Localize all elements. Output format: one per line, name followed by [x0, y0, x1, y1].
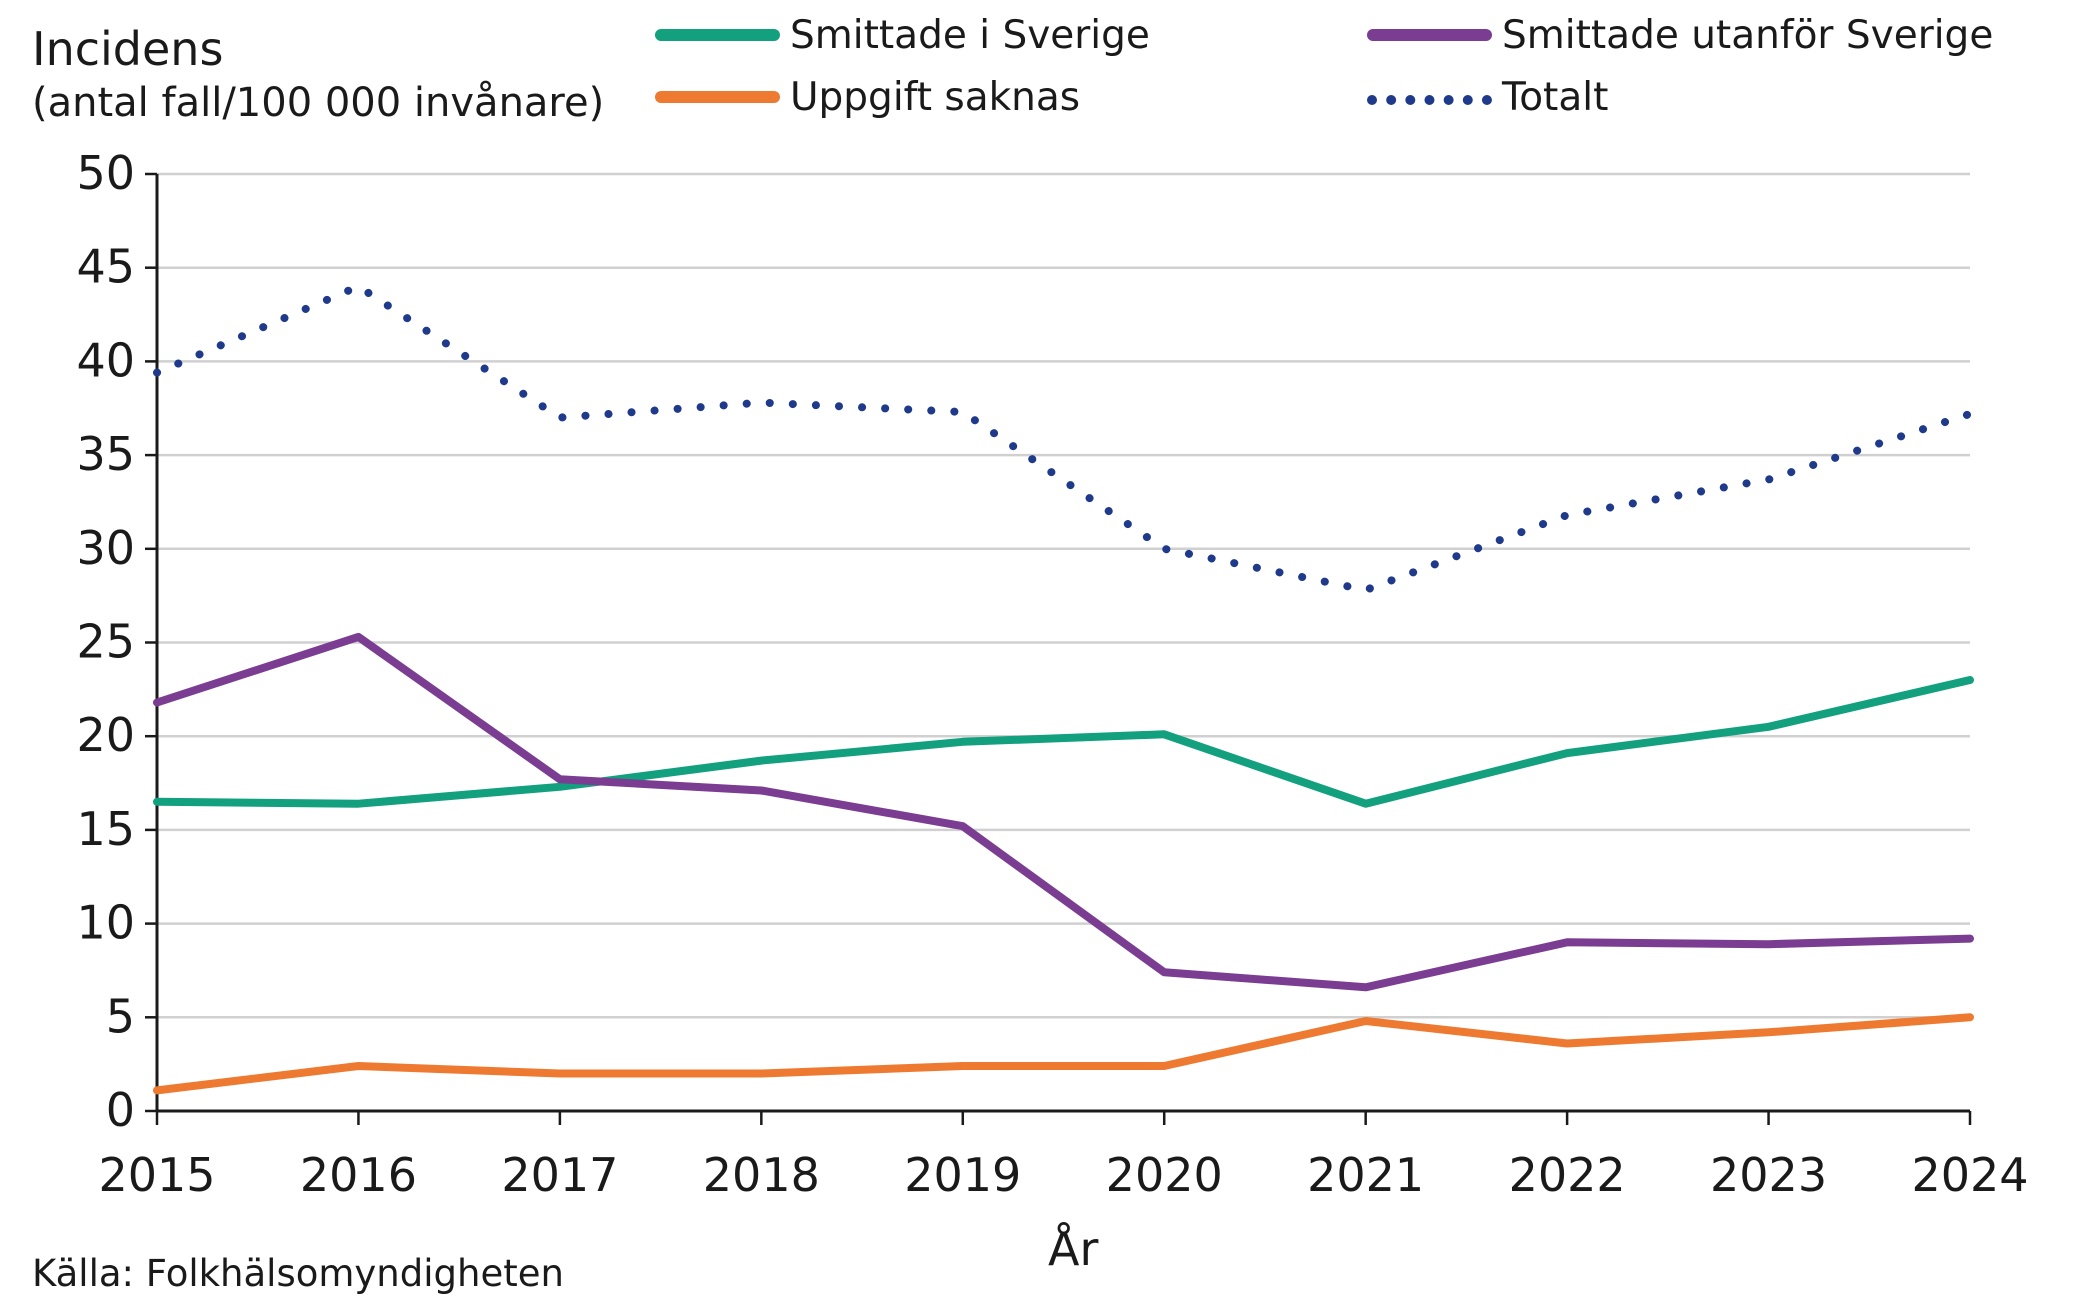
y-tick-label-45: 45	[76, 240, 135, 294]
x-tick-label-2019: 2019	[904, 1148, 1021, 1202]
data-point-1-2020	[1160, 968, 1168, 976]
series-line-2	[153, 1013, 1974, 1095]
data-point-0-2020	[1160, 730, 1168, 738]
data-point-2-2016	[354, 1062, 362, 1070]
data-point-2-2017	[556, 1070, 564, 1078]
data-point-2-2023	[1765, 1028, 1773, 1036]
y-tick-label-25: 25	[76, 615, 135, 669]
data-point-2-2019	[959, 1062, 967, 1070]
y-axis-title: Incidens	[32, 22, 224, 76]
y-tick-label-50: 50	[76, 146, 135, 200]
y-tick-label-20: 20	[76, 708, 135, 762]
data-point-1-2016	[354, 633, 362, 641]
legend-item-totalt: Totalt	[1367, 72, 1608, 122]
data-point-0-2017	[556, 783, 564, 791]
x-tick-label-2023: 2023	[1710, 1148, 1827, 1202]
legend-label: Smittade i Sverige	[790, 12, 1150, 58]
data-point-0-2022	[1563, 749, 1571, 757]
data-point-0-2015	[153, 798, 161, 806]
x-axis-title: År	[1048, 1222, 1099, 1276]
y-tick-label-15: 15	[76, 802, 135, 856]
data-point-3-2017	[556, 414, 564, 422]
legend-swatch	[655, 91, 780, 103]
source-note: Källa: Folkhälsomyndigheten	[32, 1252, 564, 1295]
data-point-3-2019	[959, 408, 967, 416]
legend-label: Uppgift saknas	[790, 74, 1081, 120]
x-tick-label-2022: 2022	[1509, 1148, 1626, 1202]
data-point-1-2021	[1362, 983, 1370, 991]
x-tick-labels: 2015 2016 2017 2018 2019 2020 2021 2022 2023 2024	[98, 1148, 2028, 1202]
data-point-0-2018	[757, 757, 765, 765]
data-point-2-2015	[153, 1086, 161, 1094]
data-point-3-2015	[153, 369, 161, 377]
data-point-2-2018	[757, 1070, 765, 1078]
y-tick-label-30: 30	[76, 521, 135, 575]
y-tick-label-5: 5	[106, 989, 135, 1043]
data-point-3-2023	[1765, 475, 1773, 483]
series-line-0	[153, 676, 1974, 808]
data-point-0-2024	[1966, 676, 1974, 684]
x-tick-label-2016: 2016	[300, 1148, 417, 1202]
legend-item-uppgift-saknas: Uppgift saknas	[655, 72, 1080, 122]
data-point-2-2024	[1966, 1013, 1974, 1021]
series-line-1	[153, 632, 1974, 992]
data-point-2-2020	[1160, 1062, 1168, 1070]
data-point-2-2022	[1563, 1040, 1571, 1048]
data-point-3-2021	[1362, 586, 1370, 594]
y-tick-label-10: 10	[76, 896, 135, 950]
data-point-1-2019	[959, 822, 967, 830]
data-point-3-2022	[1563, 511, 1571, 519]
x-tick-label-2024: 2024	[1911, 1148, 2028, 1202]
y-tick-label-35: 35	[76, 427, 135, 481]
data-point-0-2021	[1362, 800, 1370, 808]
axes	[145, 172, 1972, 1125]
data-point-0-2019	[959, 738, 967, 746]
legend-item-smittade-utanfor-sverige: Smittade utanför Sverige	[1367, 10, 1993, 60]
data-point-0-2023	[1765, 723, 1773, 731]
legend-label: Smittade utanför Sverige	[1502, 12, 1994, 58]
data-point-3-2024	[1966, 410, 1974, 418]
data-point-3-2018	[757, 399, 765, 407]
gridlines	[157, 172, 1970, 1019]
legend-item-smittade-i-sverige: Smittade i Sverige	[655, 10, 1150, 60]
x-tick-label-2015: 2015	[98, 1148, 215, 1202]
data-point-1-2015	[153, 698, 161, 706]
data-point-0-2016	[354, 800, 362, 808]
x-tick-label-2020: 2020	[1106, 1148, 1223, 1202]
data-point-1-2017	[556, 775, 564, 783]
y-tick-label-0: 0	[106, 1083, 135, 1137]
data-point-1-2018	[757, 787, 765, 795]
data-point-3-2020	[1160, 545, 1168, 553]
data-point-1-2023	[1765, 940, 1773, 948]
series-lines	[153, 282, 1974, 1095]
legend-swatch	[1367, 29, 1492, 41]
y-tick-labels: 0 5 10 15 20 25 30 35 40 45 50	[76, 146, 135, 1137]
data-point-2-2021	[1362, 1017, 1370, 1025]
series-line-3	[153, 282, 1974, 594]
x-tick-label-2017: 2017	[501, 1148, 618, 1202]
data-point-1-2024	[1966, 935, 1974, 943]
legend-label: Totalt	[1502, 74, 1609, 120]
y-axis-unit: (antal fall/100 000 invånare)	[32, 80, 605, 126]
legend-swatch	[1367, 95, 1492, 105]
x-tick-label-2021: 2021	[1307, 1148, 1424, 1202]
data-point-1-2022	[1563, 938, 1571, 946]
data-point-3-2016	[354, 282, 362, 290]
legend-swatch	[655, 29, 780, 41]
y-tick-label-40: 40	[76, 333, 135, 387]
x-tick-label-2018: 2018	[703, 1148, 820, 1202]
